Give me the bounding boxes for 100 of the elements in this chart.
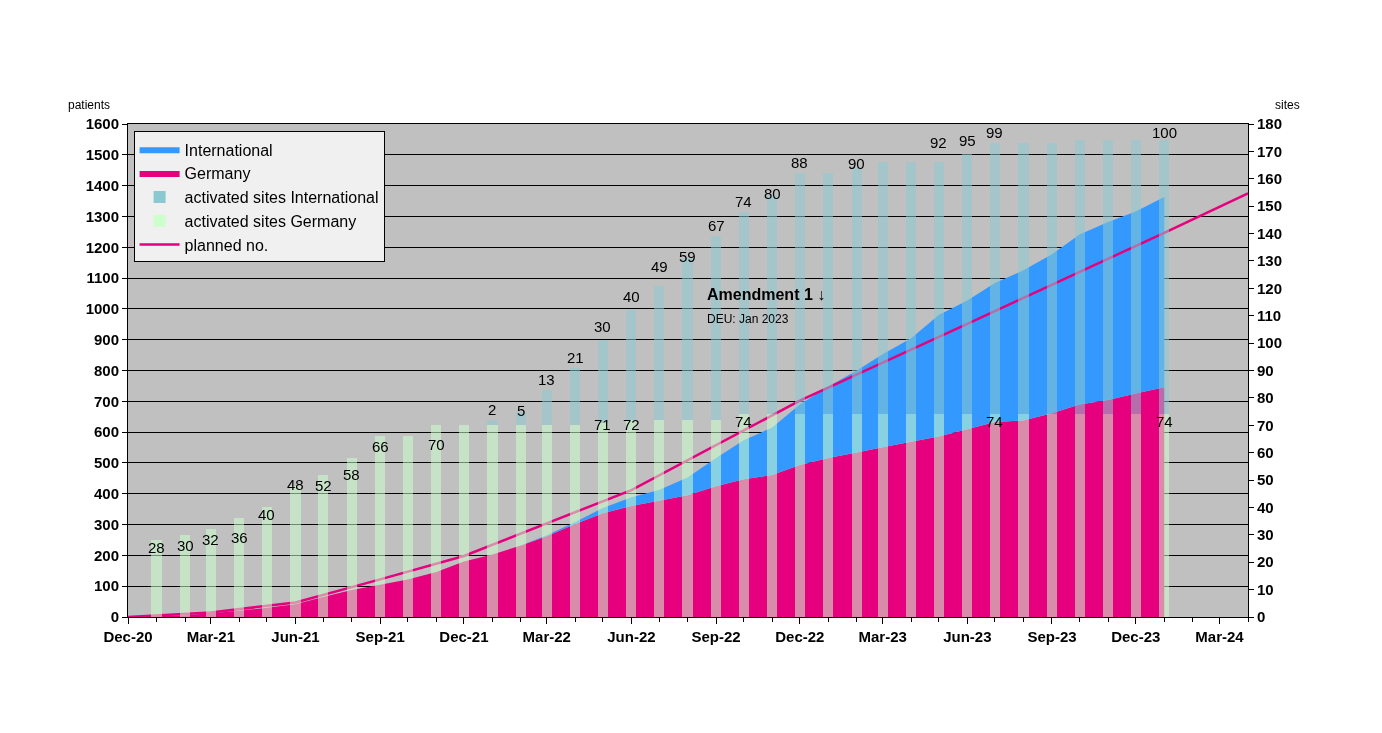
bar — [906, 162, 916, 414]
bar — [654, 286, 664, 420]
y-tick-label: 800 — [93, 361, 119, 379]
data-label: 28 — [148, 539, 165, 556]
y2-tick-label: 130 — [1257, 252, 1283, 270]
data-label: 40 — [258, 506, 275, 523]
bar — [906, 414, 916, 617]
annotation: DEU: Jan 2023 — [707, 312, 789, 326]
data-label: 52 — [315, 477, 332, 494]
y-tick-label: 500 — [93, 454, 119, 472]
bar — [487, 420, 498, 425]
y2-tick-label: 70 — [1257, 416, 1274, 434]
bar — [459, 425, 469, 617]
x-tick-label: Dec-20 — [103, 628, 153, 645]
bar — [823, 414, 833, 617]
data-label: 49 — [651, 258, 668, 275]
x-tick-label: Mar-24 — [1195, 628, 1245, 645]
bar — [626, 310, 636, 420]
x-tick-label: Jun-21 — [271, 628, 320, 645]
y2-tick-label: 150 — [1257, 197, 1283, 215]
bar — [795, 414, 805, 617]
legend-label: planned no. — [184, 236, 269, 254]
data-label: 36 — [231, 529, 248, 546]
data-label: 32 — [202, 531, 219, 548]
data-label: 66 — [372, 438, 389, 455]
x-tick-label: Mar-22 — [522, 628, 571, 645]
y-tick-label: 1300 — [85, 207, 119, 225]
y2-tick-label: 120 — [1257, 279, 1283, 297]
y2-tick-label: 10 — [1257, 580, 1274, 598]
x-tick-label: Jun-22 — [607, 628, 656, 645]
data-label: 59 — [679, 248, 696, 265]
bar — [1075, 414, 1085, 617]
data-label: 74 — [735, 413, 752, 430]
y2-tick-label: 0 — [1257, 608, 1266, 626]
data-label: 95 — [959, 132, 976, 149]
bar — [990, 143, 1000, 414]
data-label: 21 — [567, 349, 584, 366]
y2-tick-label: 60 — [1257, 443, 1274, 461]
y2-tick-label: 90 — [1257, 361, 1274, 379]
data-label: 100 — [1152, 124, 1178, 141]
bar — [852, 168, 862, 414]
y2-tick-label: 170 — [1257, 142, 1283, 160]
y2-tick-label: 80 — [1257, 389, 1274, 407]
bar — [570, 368, 580, 425]
annotation: Amendment 1 ↓ — [707, 286, 826, 303]
data-label: 70 — [428, 436, 445, 453]
bar — [1018, 414, 1029, 617]
legend-label: International — [184, 141, 273, 159]
y-tick-label: 400 — [93, 485, 119, 502]
data-label: 30 — [594, 318, 611, 335]
bar — [823, 173, 833, 414]
x-tick-label: Sep-21 — [355, 628, 405, 645]
data-label: 90 — [848, 155, 865, 172]
data-label: 99 — [986, 124, 1003, 141]
x-tick-label: Jun-23 — [943, 628, 992, 645]
x-tick-label: Sep-22 — [691, 628, 741, 645]
y-tick-label: 0 — [110, 608, 119, 626]
data-label: 13 — [538, 371, 555, 388]
bar — [934, 414, 944, 617]
y-tick-label: 1600 — [85, 115, 119, 133]
bar — [1018, 143, 1029, 414]
bar — [1103, 414, 1113, 617]
bar — [682, 420, 693, 617]
data-label: 80 — [764, 185, 781, 202]
data-label: 71 — [594, 416, 611, 433]
y-tick-label: 600 — [93, 423, 119, 441]
bar — [1047, 414, 1057, 617]
y2-tick-label: 20 — [1257, 553, 1274, 571]
bar — [852, 414, 862, 617]
y-tick-label: 1400 — [85, 176, 119, 194]
bar — [934, 162, 944, 414]
data-label: 30 — [177, 537, 194, 554]
y-tick-label: 1500 — [85, 146, 119, 164]
bar — [542, 390, 552, 425]
x-tick-label: Dec-23 — [1111, 628, 1161, 645]
x-tick-label: Mar-21 — [186, 628, 236, 645]
bar — [878, 414, 888, 617]
bar — [1103, 140, 1113, 414]
y-axis-title: patients — [68, 98, 111, 112]
y-tick-label: 300 — [93, 515, 119, 533]
y-tick-label: 1200 — [85, 238, 119, 256]
y2-tick-label: 30 — [1257, 526, 1274, 544]
y2-tick-label: 110 — [1257, 306, 1282, 324]
data-label: 40 — [623, 288, 640, 305]
y2-axis-title: sites — [1275, 98, 1300, 112]
bar — [711, 420, 721, 617]
bar — [962, 154, 972, 414]
y2-tick-label: 100 — [1257, 334, 1283, 352]
bar — [1047, 143, 1057, 414]
y2-tick-label: 140 — [1257, 224, 1283, 242]
y-tick-label: 200 — [93, 546, 119, 564]
data-label: 5 — [517, 402, 526, 419]
data-label: 74 — [986, 413, 1003, 430]
bar — [654, 420, 664, 617]
data-label: 92 — [930, 134, 947, 151]
data-label: 72 — [623, 416, 640, 433]
y-tick-label: 900 — [93, 330, 119, 348]
bar — [516, 425, 526, 617]
y-tick-label: 1100 — [86, 269, 119, 287]
legend-label: Germany — [184, 165, 251, 183]
